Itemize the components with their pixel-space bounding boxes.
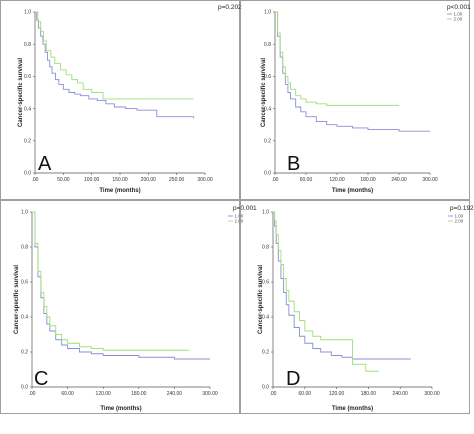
panel-frame [0, 200, 240, 414]
y-tick-label: 1.0 [24, 10, 31, 16]
y-tick-label: 0.6 [264, 74, 271, 80]
x-tick-label: 150.00 [112, 177, 128, 183]
y-tick-label: 0.4 [24, 106, 31, 112]
survival-curve-2-00 [273, 211, 379, 372]
y-axis-label: Cancer-specific survival [258, 265, 264, 334]
x-axis-label: Time (months) [332, 406, 373, 412]
x-tick-label: 50.00 [57, 177, 70, 183]
survival-curve-1-00 [35, 11, 195, 119]
x-tick-label: 300.00 [202, 391, 218, 397]
y-tick-label: 0.4 [264, 106, 271, 112]
x-tick-label: 180.00 [131, 391, 147, 397]
y-tick-label: 0.8 [21, 245, 28, 251]
x-axis-label: Time (months) [99, 188, 140, 194]
panel-letter: A [38, 153, 52, 175]
x-tick-label: 60.00 [299, 391, 312, 397]
legend-label: 1.00 [454, 12, 463, 17]
y-tick-label: 0.0 [21, 385, 28, 391]
y-tick-label: 1.0 [262, 210, 269, 216]
panel-d: .00 60.00 120.00 180.00 240.00 300.00 0.0 0.2 0.… [240, 200, 474, 414]
y-tick-label: 0.6 [24, 74, 31, 80]
y-tick-label: 0.0 [264, 171, 271, 177]
y-axis-label: Cancer-specific survival [14, 265, 20, 334]
panel-b: .00 60.00 120.00 180.00 240.00 300.00 0.0 0.2 0.… [240, 0, 471, 200]
survival-curve-1-00 [275, 11, 430, 132]
y-tick-label: 0.8 [264, 42, 271, 48]
survival-curve-2-00 [32, 211, 190, 351]
x-tick-label: 60.00 [300, 177, 313, 183]
x-tick-label: 240.00 [393, 391, 409, 397]
x-tick-label: .00 [29, 391, 36, 397]
y-tick-label: 1.0 [264, 10, 271, 16]
y-tick-label: 0.2 [24, 139, 31, 145]
legend-label: 2.00 [455, 219, 464, 224]
panel-letter: B [287, 153, 300, 175]
x-tick-label: 60.00 [61, 391, 74, 397]
panel-a: .00 50.00 100.00 150.00 200.00 250.00 300.00 0.… [0, 0, 242, 200]
y-tick-label: 0.0 [262, 385, 269, 391]
x-tick-label: .00 [272, 177, 279, 183]
x-tick-label: 120.00 [329, 391, 345, 397]
legend-label: 1.00 [455, 214, 464, 219]
y-tick-label: 0.2 [21, 350, 28, 356]
survival-curve-2-00 [275, 11, 399, 106]
x-tick-label: .00 [270, 391, 277, 397]
x-tick-label: 250.00 [169, 177, 185, 183]
x-tick-label: 100.00 [84, 177, 100, 183]
y-tick-label: 0.6 [262, 280, 269, 286]
y-axis-label: Cancer-specific survival [261, 58, 267, 127]
x-tick-label: .00 [32, 177, 39, 183]
panel-frame [0, 0, 240, 200]
x-tick-label: 120.00 [96, 391, 112, 397]
x-axis-label: Time (months) [100, 406, 141, 412]
p-value: p=0.192 [450, 205, 474, 212]
legend-label: 1.00 [235, 214, 244, 219]
legend-label: 2.00 [454, 17, 463, 22]
y-tick-label: 0.6 [21, 280, 28, 286]
x-tick-label: 300.00 [422, 177, 438, 183]
survival-curve-1-00 [32, 211, 210, 360]
y-tick-label: 0.4 [21, 315, 28, 321]
x-tick-label: 180.00 [360, 177, 376, 183]
x-tick-label: 300.00 [197, 177, 213, 183]
x-tick-label: 240.00 [167, 391, 183, 397]
y-tick-label: 0.4 [262, 315, 269, 321]
x-axis-label: Time (months) [332, 188, 373, 194]
panel-letter: D [286, 368, 300, 390]
x-tick-label: 120.00 [329, 177, 345, 183]
panel-frame [240, 0, 470, 200]
p-value: p=0.001 [233, 205, 257, 212]
x-tick-label: 200.00 [141, 177, 157, 183]
p-value: p<0.001 [447, 4, 471, 11]
panel-c: .00 60.00 120.00 180.00 240.00 300.00 0.0 0.2 0.… [0, 200, 257, 414]
x-tick-label: 300.00 [424, 391, 440, 397]
legend-label: 2.00 [235, 219, 244, 224]
x-tick-label: 180.00 [361, 391, 377, 397]
panel-frame [240, 200, 470, 414]
survival-curve-2-00 [35, 11, 194, 100]
panel-letter: C [34, 368, 48, 390]
y-tick-label: 0.8 [262, 245, 269, 251]
y-tick-label: 1.0 [21, 210, 28, 216]
y-tick-label: 0.8 [24, 42, 31, 48]
y-tick-label: 0.2 [264, 139, 271, 145]
survival-curve-1-00 [273, 211, 411, 360]
y-tick-label: 0.2 [262, 350, 269, 356]
p-value: p=0.202 [218, 4, 242, 11]
x-tick-label: 240.00 [391, 177, 407, 183]
y-axis-label: Cancer-specific survival [18, 58, 24, 127]
y-tick-label: 0.0 [24, 171, 31, 177]
